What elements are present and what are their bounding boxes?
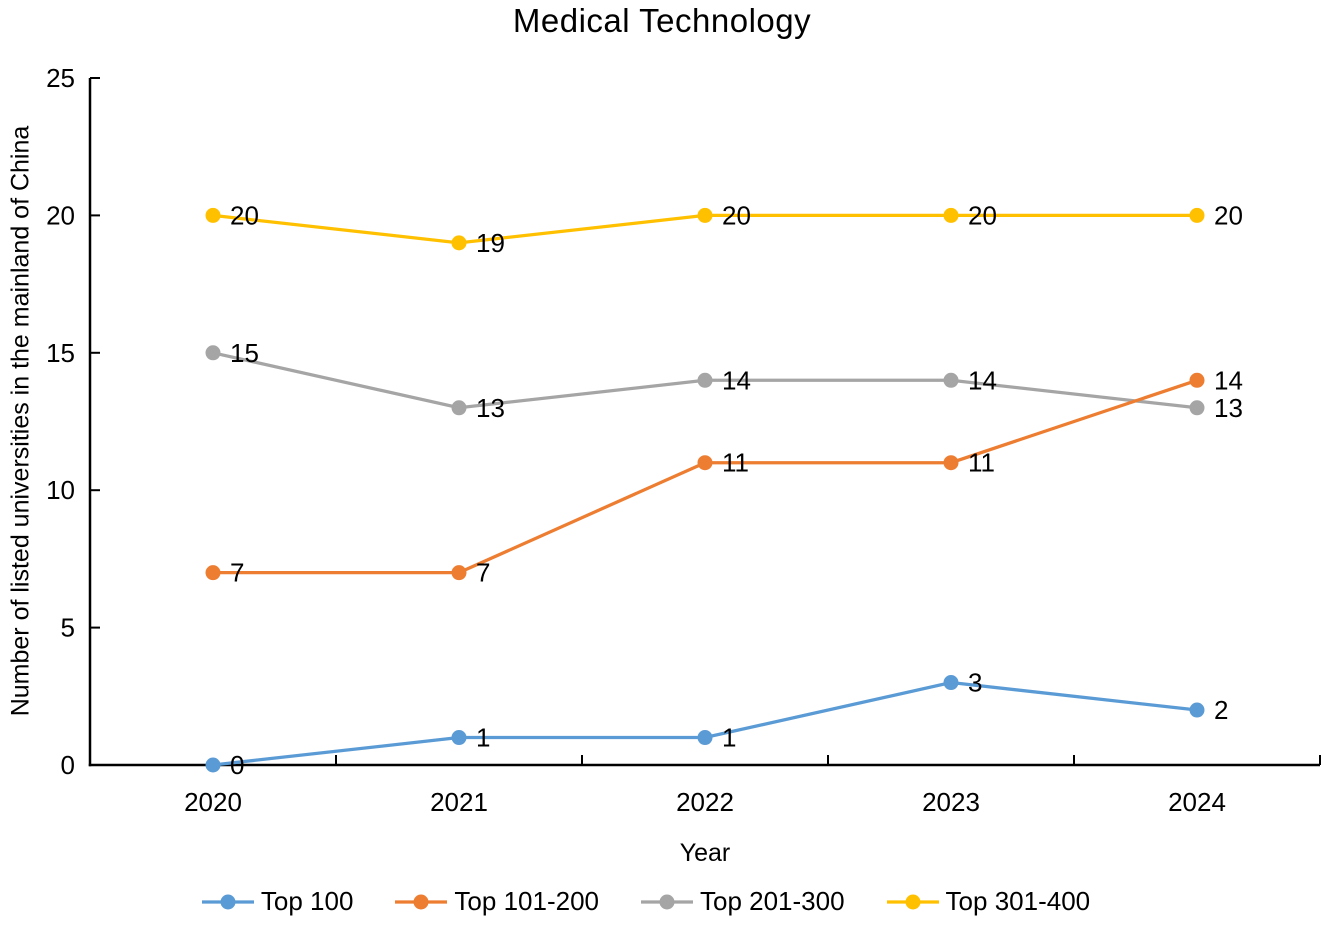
legend-line-marker-icon [640, 894, 693, 909]
data-point-label: 0 [230, 750, 244, 780]
data-point-marker [943, 372, 959, 388]
legend-line-marker-icon [395, 894, 448, 909]
x-axis-title: Year [679, 839, 731, 867]
y-tick-label: 0 [61, 750, 75, 780]
legend-label: Top 101-200 [454, 886, 599, 916]
data-point-label: 11 [722, 448, 749, 478]
series-line [213, 378, 1198, 575]
data-point-marker [451, 400, 467, 416]
data-point-marker [943, 207, 959, 223]
data-point-marker [697, 372, 713, 388]
data-point-marker [451, 730, 467, 746]
data-point-marker [205, 565, 221, 581]
data-point-marker [697, 207, 713, 223]
y-axis-title: Number of listed universities in the mai… [6, 125, 35, 717]
data-point-marker [451, 565, 467, 581]
data-point-label: 13 [476, 393, 505, 423]
data-point-marker [697, 455, 713, 471]
y-tick-label: 20 [46, 200, 75, 230]
legend-item-top-201-300: Top 201-300 [640, 886, 845, 917]
data-point-label: 14 [722, 365, 751, 395]
legend-line-marker-icon [886, 894, 939, 909]
y-tick-label: 25 [46, 63, 75, 93]
data-point-marker [1189, 207, 1205, 223]
x-tick-label: 2024 [1168, 787, 1226, 817]
data-point-marker [943, 675, 959, 691]
data-point-marker [1189, 372, 1205, 388]
data-point-label: 3 [968, 668, 982, 698]
data-point-label: 2 [1214, 695, 1228, 725]
data-point-marker [697, 730, 713, 746]
y-tick-label: 5 [61, 613, 75, 643]
data-point-marker [943, 455, 959, 471]
x-tick-label: 2021 [430, 787, 488, 817]
data-point-label: 11 [968, 448, 995, 478]
data-point-marker [451, 235, 467, 251]
legend-line-marker-icon [201, 894, 254, 909]
legend-label: Top 100 [260, 886, 354, 916]
data-point-label: 20 [722, 200, 751, 230]
data-point-label: 15 [230, 338, 259, 368]
data-point-label: 13 [1214, 393, 1243, 423]
data-point-marker [205, 207, 221, 223]
data-point-marker [1189, 400, 1205, 416]
chart-title: Medical Technology [512, 2, 812, 39]
data-point-label: 20 [968, 200, 997, 230]
legend-item-top-100: Top 100 [201, 886, 354, 917]
y-tick-label: 10 [46, 475, 75, 505]
data-point-label: 7 [476, 558, 490, 588]
x-tick-label: 2022 [676, 787, 734, 817]
legend-item-top-301-400: Top 301-400 [886, 886, 1091, 917]
data-point-marker [205, 757, 221, 773]
y-tick-label: 15 [46, 338, 75, 368]
legend-label: Top 301-400 [945, 886, 1091, 916]
data-point-label: 1 [476, 723, 490, 753]
data-point-label: 20 [1214, 200, 1243, 230]
data-point-marker [1189, 702, 1205, 718]
data-point-label: 19 [476, 228, 505, 258]
x-tick-label: 2020 [184, 787, 242, 817]
data-point-label: 7 [230, 558, 244, 588]
data-point-label: 20 [230, 200, 259, 230]
data-point-label: 1 [722, 723, 736, 753]
data-point-label: 14 [1214, 365, 1243, 395]
data-point-label: 14 [968, 365, 997, 395]
chart-legend: Top 100 Top 101-200 Top 201-300 Top 301-… [0, 886, 1308, 917]
x-tick-label: 2023 [922, 787, 980, 817]
legend-label: Top 201-300 [699, 886, 845, 916]
data-point-marker [205, 345, 221, 361]
legend-item-top-101-200: Top 101-200 [395, 886, 599, 917]
series-line [212, 680, 1198, 767]
